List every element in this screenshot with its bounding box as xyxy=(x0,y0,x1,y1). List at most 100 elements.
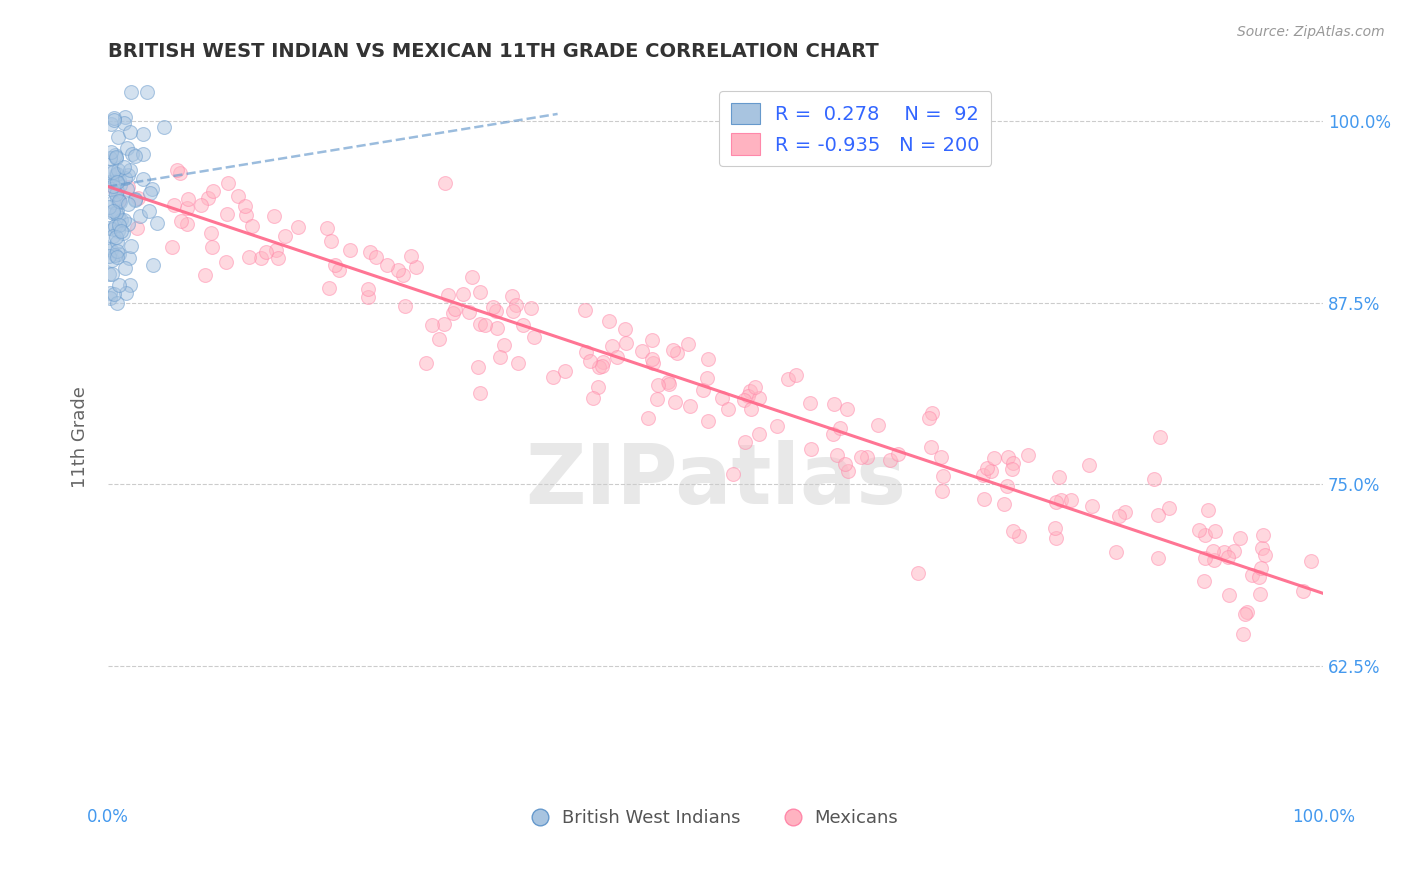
Point xyxy=(494,338,516,352)
Point xyxy=(598,314,620,328)
Point xyxy=(851,450,873,464)
Point xyxy=(1194,527,1216,541)
Point xyxy=(101,253,124,268)
Point xyxy=(152,120,174,134)
Point xyxy=(931,468,953,483)
Point xyxy=(98,242,121,256)
Point xyxy=(357,290,380,304)
Point xyxy=(1047,470,1070,484)
Point xyxy=(1232,627,1254,641)
Point xyxy=(103,178,125,193)
Point xyxy=(110,213,132,227)
Point xyxy=(139,186,162,200)
Point xyxy=(1216,550,1239,565)
Point xyxy=(321,234,343,248)
Point xyxy=(108,246,131,260)
Point xyxy=(107,210,129,224)
Point xyxy=(1240,567,1263,582)
Point xyxy=(641,333,664,347)
Point xyxy=(697,414,720,428)
Point xyxy=(177,192,200,206)
Point xyxy=(323,258,346,272)
Text: ZIPatlas: ZIPatlas xyxy=(524,440,905,521)
Point xyxy=(104,174,127,188)
Point xyxy=(641,356,664,370)
Point xyxy=(606,350,628,364)
Text: BRITISH WEST INDIAN VS MEXICAN 11TH GRADE CORRELATION CHART: BRITISH WEST INDIAN VS MEXICAN 11TH GRAD… xyxy=(108,42,879,61)
Point xyxy=(169,165,191,179)
Point xyxy=(117,217,139,231)
Point xyxy=(799,395,821,409)
Point xyxy=(1157,501,1180,516)
Point xyxy=(470,385,492,400)
Point xyxy=(501,289,523,303)
Point xyxy=(1234,607,1257,621)
Point xyxy=(1045,531,1067,545)
Point xyxy=(141,182,163,196)
Point xyxy=(657,375,679,389)
Point xyxy=(120,85,142,99)
Point xyxy=(1147,550,1170,565)
Point xyxy=(111,226,134,240)
Point xyxy=(100,117,122,131)
Point xyxy=(505,298,527,312)
Point xyxy=(316,221,339,235)
Point xyxy=(1108,508,1130,523)
Point xyxy=(734,435,756,450)
Point xyxy=(1147,508,1170,522)
Point xyxy=(176,201,198,215)
Point xyxy=(98,152,121,166)
Point xyxy=(105,192,128,206)
Point xyxy=(666,345,689,359)
Point xyxy=(226,188,249,202)
Point xyxy=(98,220,121,235)
Point xyxy=(1202,544,1225,558)
Point xyxy=(461,270,484,285)
Point xyxy=(467,359,489,374)
Point xyxy=(678,399,700,413)
Point xyxy=(866,417,889,432)
Point xyxy=(170,213,193,227)
Point xyxy=(433,176,456,190)
Point xyxy=(115,182,138,196)
Point xyxy=(190,198,212,212)
Point xyxy=(512,318,534,333)
Point xyxy=(830,421,852,435)
Point xyxy=(485,304,508,318)
Point xyxy=(766,418,789,433)
Point xyxy=(744,380,766,394)
Point xyxy=(823,426,845,441)
Point xyxy=(1204,524,1226,538)
Point xyxy=(1299,554,1322,568)
Point xyxy=(103,287,125,301)
Point xyxy=(856,450,879,464)
Point xyxy=(740,402,762,417)
Point xyxy=(117,179,139,194)
Point xyxy=(1194,574,1216,588)
Point xyxy=(97,165,120,179)
Point xyxy=(1236,605,1258,619)
Point xyxy=(399,249,422,263)
Point xyxy=(107,130,129,145)
Point xyxy=(1143,472,1166,486)
Point xyxy=(107,172,129,186)
Point xyxy=(120,278,142,293)
Point xyxy=(392,268,415,283)
Point xyxy=(1197,503,1219,517)
Point xyxy=(240,219,263,234)
Point xyxy=(921,406,943,420)
Point xyxy=(733,393,755,408)
Point xyxy=(1254,548,1277,562)
Point xyxy=(748,426,770,441)
Point xyxy=(1250,561,1272,575)
Point xyxy=(1008,529,1031,543)
Point xyxy=(980,464,1002,478)
Point xyxy=(470,285,492,299)
Point xyxy=(105,167,128,181)
Point xyxy=(112,161,135,175)
Point xyxy=(1188,523,1211,537)
Point xyxy=(104,206,127,220)
Point xyxy=(508,356,530,370)
Point xyxy=(124,193,146,207)
Point xyxy=(105,186,128,201)
